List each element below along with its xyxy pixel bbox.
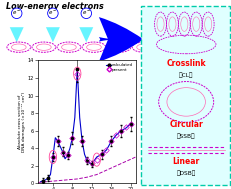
FancyBboxPatch shape (141, 6, 229, 185)
Y-axis label: Absolute cross section of
DNA damages (×10⁻¹⁴ cm²): Absolute cross section of DNA damages (×… (18, 92, 26, 152)
Polygon shape (10, 27, 24, 42)
Text: $e^-$: $e^-$ (12, 9, 21, 17)
Legend: calculated, present: calculated, present (105, 63, 133, 72)
Text: Linear: Linear (172, 157, 199, 167)
FancyArrowPatch shape (98, 17, 143, 62)
Text: Low-energy electrons: Low-energy electrons (6, 2, 103, 11)
Text: （CL）: （CL） (178, 72, 192, 78)
Polygon shape (79, 27, 93, 42)
Text: Circular: Circular (169, 120, 202, 129)
Text: $e^-$: $e^-$ (48, 9, 57, 17)
Text: Crosslink: Crosslink (166, 59, 205, 68)
Text: $e^-$: $e^-$ (81, 9, 91, 17)
Polygon shape (46, 27, 60, 42)
Text: （DSB）: （DSB） (176, 170, 195, 176)
Text: （SSB）: （SSB） (176, 133, 195, 139)
